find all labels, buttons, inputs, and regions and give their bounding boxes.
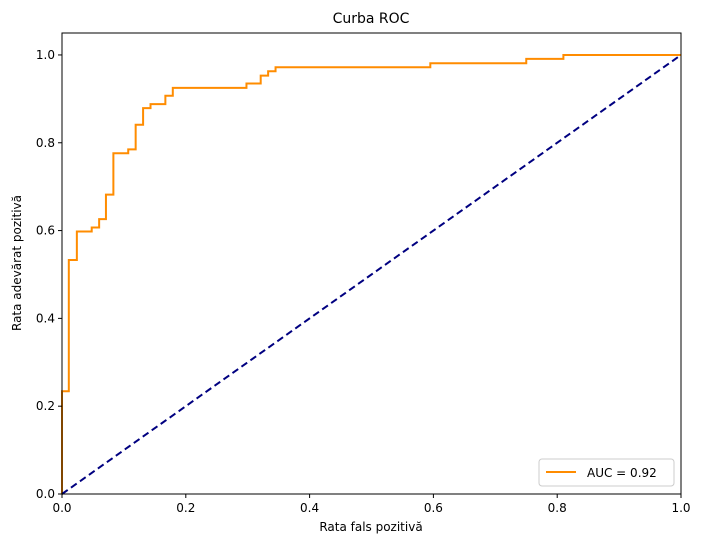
legend-label-auc: AUC = 0.92 xyxy=(587,466,657,480)
x-tick-label: 0.8 xyxy=(548,501,567,515)
x-tick-label: 0.6 xyxy=(424,501,443,515)
chance-diagonal-line xyxy=(61,54,682,495)
y-tick-label: 1.0 xyxy=(36,48,55,62)
x-axis: 0.0 0.2 0.4 0.6 0.8 1.0 xyxy=(52,494,691,515)
roc-curve-line xyxy=(61,53,681,494)
y-axis-label: Rata adevărat pozitivă xyxy=(10,195,24,331)
y-tick-label: 0.0 xyxy=(36,487,55,501)
plot-area xyxy=(61,53,682,495)
x-tick-label: 0.0 xyxy=(52,501,71,515)
y-tick-label: 0.6 xyxy=(36,224,55,238)
x-tick-label: 0.2 xyxy=(176,501,195,515)
x-axis-label: Rata fals pozitivă xyxy=(319,520,422,534)
y-tick-label: 0.4 xyxy=(36,311,55,325)
y-tick-label: 0.2 xyxy=(36,399,55,413)
legend-box xyxy=(538,458,675,487)
plot-frame xyxy=(61,32,682,495)
legend: AUC = 0.92 xyxy=(538,458,675,487)
y-tick-label: 0.8 xyxy=(36,136,55,150)
x-tick-label: 0.4 xyxy=(300,501,319,515)
y-axis: 0.0 0.2 0.4 0.6 0.8 1.0 xyxy=(36,48,62,501)
x-tick-label: 1.0 xyxy=(671,501,690,515)
chart-title: Curba ROC xyxy=(333,11,410,27)
